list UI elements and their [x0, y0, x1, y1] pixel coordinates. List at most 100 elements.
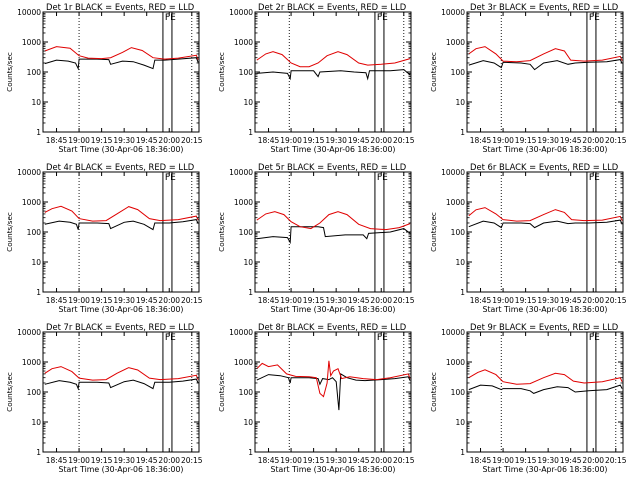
y-tick-label: 1000	[234, 198, 253, 207]
plot-frame	[466, 171, 624, 293]
x-tick-label: 19:00	[280, 456, 302, 465]
x-tick-label: 20:15	[181, 456, 203, 465]
y-axis-title: Counts/sec	[217, 372, 226, 412]
y-tick-label: 100	[27, 68, 42, 77]
y-tick-label: 1000	[234, 358, 253, 367]
x-tick-label: 19:30	[537, 136, 559, 145]
x-tick-label: 19:00	[68, 456, 90, 465]
flag-label: FE	[377, 333, 388, 343]
y-tick-label: 1000	[446, 358, 465, 367]
y-tick-label: 10000	[17, 328, 41, 337]
series-lld	[468, 369, 623, 385]
y-tick-label: 1000	[446, 198, 465, 207]
y-axis-title: Counts/sec	[5, 52, 14, 92]
y-tick-label: 10	[243, 418, 253, 427]
series-events	[44, 219, 199, 231]
series-lld	[44, 205, 199, 222]
x-tick-label: 19:45	[348, 296, 370, 305]
x-axis-title: Start Time (30-Apr-06 18:36:00)	[483, 305, 608, 314]
flag-label: FE	[377, 173, 388, 183]
x-tick-label: 19:45	[348, 136, 370, 145]
y-tick-label: 10	[31, 258, 41, 267]
x-tick-label: 19:30	[325, 136, 347, 145]
y-tick-label: 1	[36, 448, 41, 457]
x-axis-title: Start Time (30-Apr-06 18:36:00)	[59, 465, 184, 474]
x-tick-label: 20:00	[370, 296, 392, 305]
series-events	[468, 59, 623, 71]
chart-title: Det 2r BLACK = Events, RED = LLD	[258, 2, 406, 12]
y-tick-label: 100	[239, 68, 254, 77]
x-tick-label: 20:15	[181, 136, 203, 145]
x-tick-label: 19:30	[325, 296, 347, 305]
y-tick-label: 1	[36, 128, 41, 137]
chart-title: Det 9r BLACK = Events, RED = LLD	[470, 322, 618, 332]
x-tick-label: 18:45	[258, 296, 280, 305]
plot-frame	[466, 331, 624, 453]
x-tick-label: 20:00	[158, 296, 180, 305]
y-tick-label: 10000	[441, 168, 465, 177]
y-axis-title: Counts/sec	[429, 372, 438, 412]
x-tick-label: 20:00	[158, 456, 180, 465]
x-tick-label: 19:45	[560, 456, 582, 465]
series-lld	[256, 360, 411, 398]
x-tick-label: 18:45	[470, 136, 492, 145]
y-tick-label: 100	[451, 228, 466, 237]
y-axis-title: Counts/sec	[429, 52, 438, 92]
y-tick-label: 10000	[441, 8, 465, 17]
x-tick-label: 18:45	[46, 296, 68, 305]
y-tick-label: 1000	[234, 38, 253, 47]
x-tick-label: 18:45	[46, 136, 68, 145]
y-tick-label: 10000	[17, 8, 41, 17]
x-axis-title: Start Time (30-Apr-06 18:36:00)	[483, 145, 608, 154]
x-tick-label: 19:00	[280, 136, 302, 145]
y-tick-label: 100	[451, 68, 466, 77]
x-tick-label: 18:45	[46, 456, 68, 465]
x-tick-label: 19:00	[68, 136, 90, 145]
y-tick-label: 1000	[446, 38, 465, 47]
x-axis-title: Start Time (30-Apr-06 18:36:00)	[483, 465, 608, 474]
y-tick-label: 1000	[22, 38, 41, 47]
x-tick-label: 20:00	[370, 136, 392, 145]
plot-frame	[466, 11, 624, 133]
x-tick-label: 19:30	[113, 296, 135, 305]
y-tick-label: 10000	[229, 328, 253, 337]
x-tick-label: 18:45	[470, 296, 492, 305]
y-tick-label: 1	[248, 288, 253, 297]
chart-title: Det 4r BLACK = Events, RED = LLD	[46, 162, 194, 172]
y-tick-label: 1	[36, 288, 41, 297]
y-tick-label: 1	[460, 448, 465, 457]
x-tick-label: 19:45	[136, 136, 158, 145]
chart-title: Det 6r BLACK = Events, RED = LLD	[470, 162, 618, 172]
y-tick-label: 1	[460, 288, 465, 297]
x-tick-label: 20:15	[605, 456, 627, 465]
y-tick-label: 10	[31, 98, 41, 107]
y-tick-label: 1000	[22, 198, 41, 207]
x-tick-label: 19:00	[492, 296, 514, 305]
y-tick-label: 100	[239, 388, 254, 397]
plot-frame	[254, 331, 412, 453]
x-tick-label: 20:15	[393, 296, 415, 305]
plot-frame	[254, 11, 412, 133]
chart-title: Det 5r BLACK = Events, RED = LLD	[258, 162, 406, 172]
y-tick-label: 10	[31, 418, 41, 427]
x-axis-title: Start Time (30-Apr-06 18:36:00)	[271, 465, 396, 474]
chart-title: Det 8r BLACK = Events, RED = LLD	[258, 322, 406, 332]
x-tick-label: 19:15	[303, 456, 325, 465]
x-tick-label: 19:30	[537, 456, 559, 465]
x-tick-label: 20:00	[582, 456, 604, 465]
x-tick-label: 19:15	[91, 456, 113, 465]
x-tick-label: 18:45	[258, 136, 280, 145]
x-tick-label: 19:15	[303, 136, 325, 145]
y-tick-label: 10	[455, 258, 465, 267]
y-axis-title: Counts/sec	[5, 372, 14, 412]
series-events	[256, 69, 411, 81]
series-lld	[256, 211, 411, 231]
x-tick-label: 18:45	[258, 456, 280, 465]
x-tick-label: 20:15	[181, 296, 203, 305]
x-tick-label: 20:15	[393, 456, 415, 465]
